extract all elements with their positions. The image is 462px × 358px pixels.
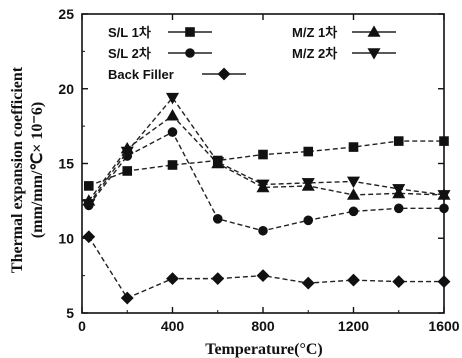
series-diamond bbox=[82, 230, 451, 305]
y-tick-label: 5 bbox=[66, 305, 74, 321]
y-axis-title-line1: Thermal expansion coefficient bbox=[9, 66, 26, 273]
data-point bbox=[393, 136, 404, 146]
x-tick-label: 1600 bbox=[428, 318, 459, 334]
series-line bbox=[88, 140, 444, 187]
data-point bbox=[166, 272, 179, 286]
chart-ticks: 0 400 800 1200 1600 5 10 15 20 25 bbox=[58, 6, 459, 334]
data-point bbox=[256, 269, 270, 283]
series-line bbox=[88, 236, 444, 299]
data-point bbox=[301, 276, 315, 290]
y-axis-title: Thermal expansion coefficient (mm/mm/℃× … bbox=[9, 66, 46, 273]
x-tick-label: 400 bbox=[161, 318, 185, 334]
legend-label: S/L 2차 bbox=[108, 46, 151, 61]
legend-item: Back Filler bbox=[108, 67, 246, 82]
y-tick-label: 10 bbox=[58, 230, 74, 246]
data-point bbox=[165, 92, 180, 105]
data-point bbox=[392, 275, 406, 289]
legend-item: M/Z 1차 bbox=[292, 25, 396, 40]
legend-marker bbox=[367, 48, 381, 60]
data-point bbox=[165, 109, 180, 121]
chart-legend: S/L 1차 M/Z 1차 S/L 2차 M/Z 2차 Back Filler bbox=[108, 25, 396, 82]
data-point bbox=[439, 203, 449, 214]
y-tick-label: 20 bbox=[58, 81, 74, 97]
x-tick-label: 800 bbox=[251, 318, 275, 334]
data-point bbox=[437, 190, 451, 202]
chart-series bbox=[82, 92, 451, 305]
legend-item: S/L 1차 bbox=[108, 25, 212, 40]
y-tick-label: 25 bbox=[58, 6, 74, 22]
data-point bbox=[258, 149, 268, 160]
data-point bbox=[347, 273, 360, 287]
y-axis-title-line2: (mm/mm/℃× 10⁻6) bbox=[29, 102, 46, 238]
data-point bbox=[346, 176, 361, 189]
data-point bbox=[303, 215, 314, 226]
data-point bbox=[120, 146, 134, 159]
data-point bbox=[258, 225, 268, 236]
series-line bbox=[88, 114, 445, 202]
data-point bbox=[82, 199, 96, 211]
data-point bbox=[211, 157, 225, 169]
data-point bbox=[211, 272, 225, 286]
data-point bbox=[167, 160, 178, 170]
data-point bbox=[348, 142, 359, 152]
data-point bbox=[392, 184, 406, 196]
legend-marker bbox=[185, 48, 195, 58]
data-point bbox=[212, 214, 223, 224]
data-point bbox=[82, 230, 96, 244]
data-point bbox=[122, 166, 133, 176]
data-point bbox=[83, 181, 94, 191]
data-point bbox=[120, 291, 134, 305]
y-tick-label: 15 bbox=[58, 156, 74, 172]
legend-label: M/Z 2차 bbox=[292, 46, 337, 61]
data-point bbox=[437, 275, 451, 289]
x-tick-label: 1200 bbox=[338, 318, 369, 334]
legend-marker bbox=[185, 27, 195, 37]
legend-label: S/L 1차 bbox=[108, 25, 151, 40]
data-point bbox=[303, 146, 314, 157]
legend-marker bbox=[367, 25, 381, 37]
legend-marker bbox=[217, 67, 231, 81]
legend-item: S/L 2차 bbox=[108, 46, 212, 61]
data-point bbox=[348, 206, 359, 217]
data-point bbox=[301, 178, 315, 190]
data-point bbox=[393, 203, 404, 214]
data-point bbox=[167, 127, 178, 137]
series-triangle-down bbox=[82, 92, 451, 211]
legend-label: M/Z 1차 bbox=[292, 25, 337, 40]
data-point bbox=[439, 136, 449, 146]
data-point bbox=[346, 188, 361, 200]
x-tick-label: 0 bbox=[78, 318, 86, 334]
data-point bbox=[256, 179, 270, 192]
legend-item: M/Z 2차 bbox=[292, 46, 396, 61]
x-axis-title: Temperature(°C) bbox=[205, 341, 322, 358]
legend-label: Back Filler bbox=[108, 67, 174, 82]
